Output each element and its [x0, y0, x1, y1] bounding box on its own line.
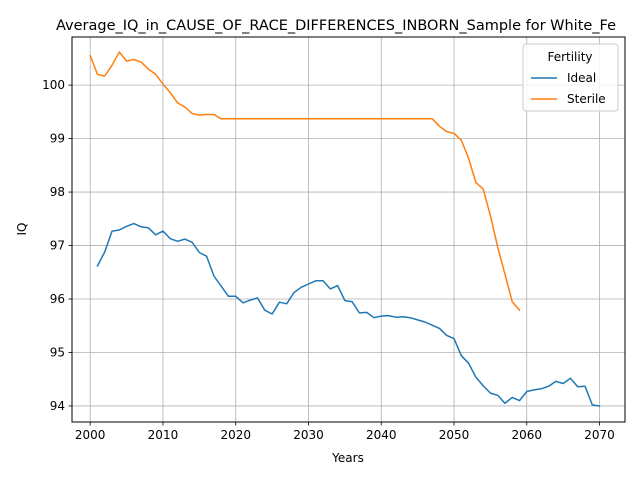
y-axis-ticks: 94 95 96 97 98 99 100: [42, 78, 72, 413]
x-axis-label: Years: [331, 451, 364, 465]
y-tick-label: 96: [50, 292, 65, 306]
y-tick-label: 94: [50, 399, 65, 413]
y-tick-label: 98: [50, 185, 65, 199]
x-tick-label: 2060: [511, 428, 542, 442]
x-tick-label: 2040: [366, 428, 397, 442]
y-tick-label: 100: [42, 78, 65, 92]
y-tick-label: 97: [50, 239, 65, 253]
series-line-sterile: [89, 51, 521, 312]
y-axis-label: IQ: [15, 223, 29, 236]
x-tick-label: 2050: [439, 428, 470, 442]
x-tick-label: 2070: [584, 428, 615, 442]
y-tick-label: 95: [50, 345, 65, 359]
legend-label-ideal: Ideal: [567, 71, 596, 85]
legend-box: [522, 43, 619, 112]
legend: Fertility Ideal Sterile: [522, 43, 619, 112]
series-line-ideal: [96, 222, 601, 407]
x-tick-label: 2020: [220, 428, 251, 442]
legend-title: Fertility: [547, 50, 592, 64]
y-tick-label: 99: [50, 132, 65, 146]
x-axis-ticks: 2000 2010 2020 2030 2040 2050 2060 2070: [75, 422, 615, 442]
legend-label-sterile: Sterile: [567, 92, 606, 106]
x-tick-label: 2030: [293, 428, 324, 442]
plot-area-border: [71, 36, 626, 423]
series-lines: [89, 51, 601, 407]
chart-title: Average_IQ_in_CAUSE_OF_RACE_DIFFERENCES_…: [56, 18, 616, 34]
x-tick-label: 2010: [148, 428, 179, 442]
x-tick-label: 2000: [75, 428, 106, 442]
